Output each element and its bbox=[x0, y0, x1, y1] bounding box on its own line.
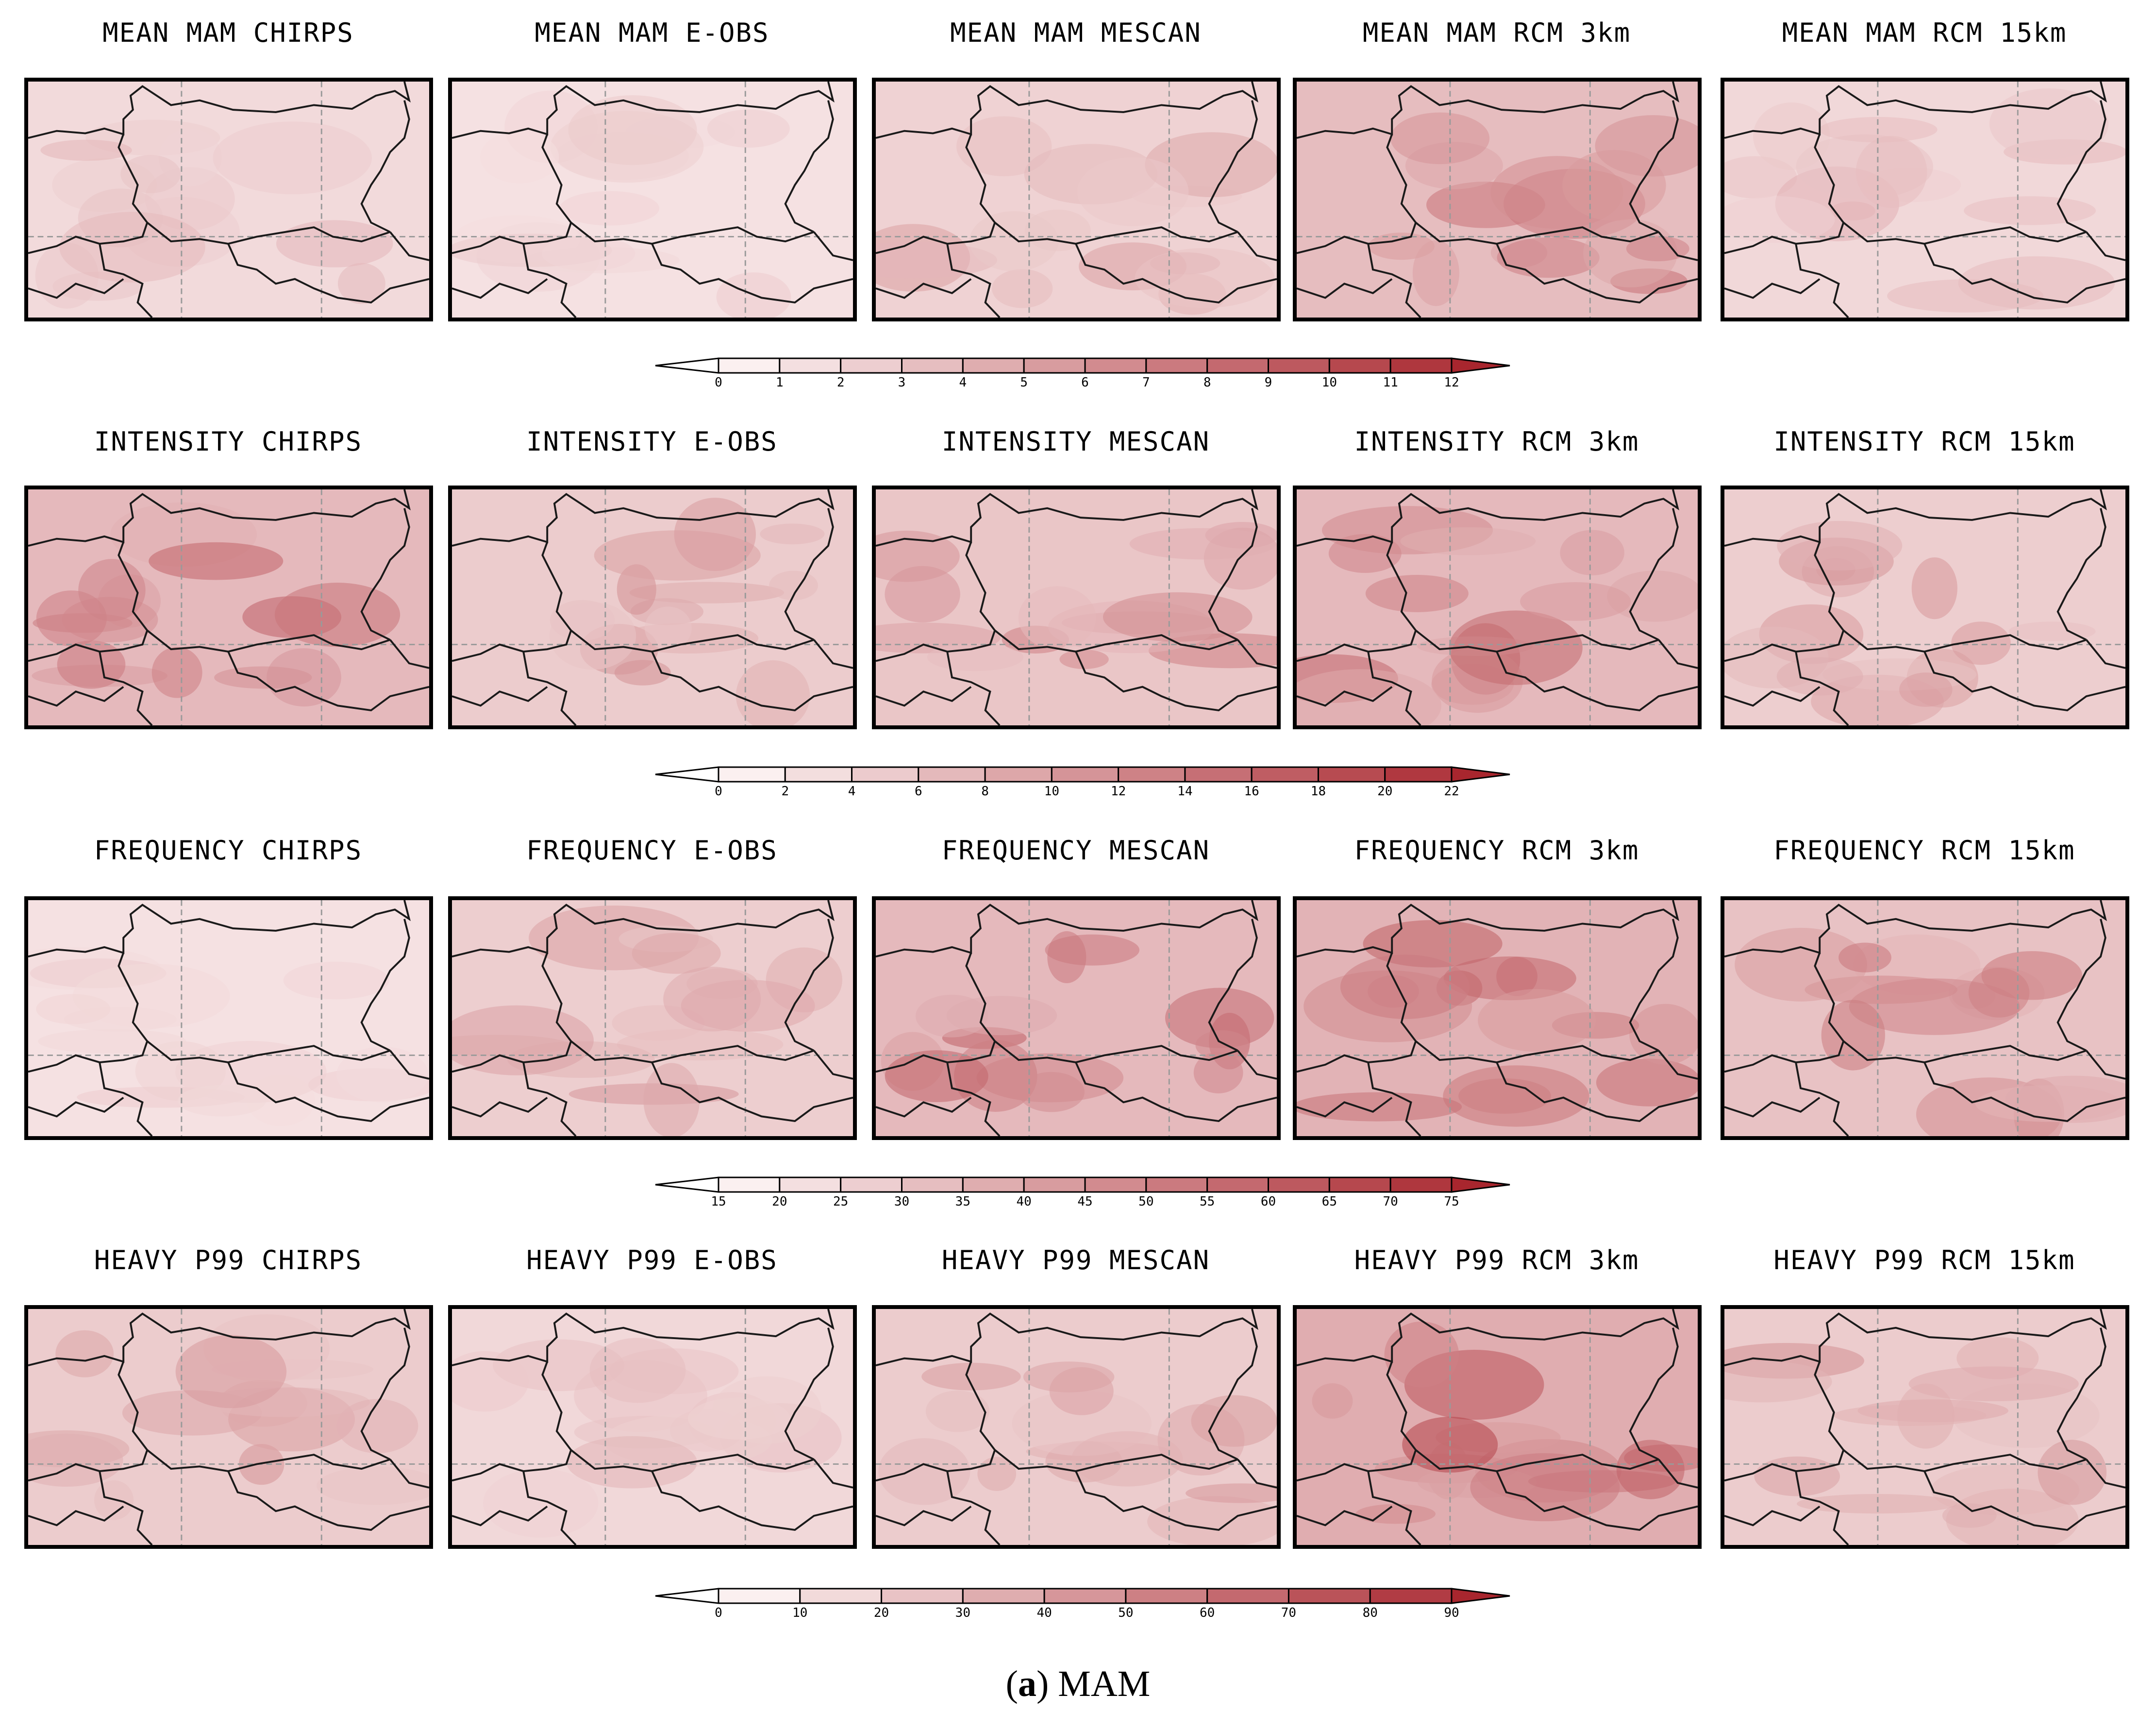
map-panel bbox=[1721, 78, 2129, 321]
colorbar-tick-label: 22 bbox=[1444, 784, 1459, 799]
colorbar-tick-label: 65 bbox=[1322, 1194, 1337, 1209]
colorbar-row-4: 0 10 20 30 40 50 60 70 80 90 bbox=[655, 1588, 1510, 1620]
map-panel bbox=[448, 896, 857, 1140]
panel-title: INTENSITY CHIRPS bbox=[94, 426, 363, 457]
map-panel bbox=[1293, 1305, 1702, 1549]
panel-title: INTENSITY MESCAN bbox=[941, 426, 1210, 457]
map-panel bbox=[1721, 896, 2129, 1140]
colorbar-tick-label: 40 bbox=[1036, 1606, 1052, 1620]
panel-title: MEAN MAM MESCAN bbox=[950, 17, 1202, 48]
panel-title: INTENSITY RCM 3km bbox=[1354, 426, 1639, 457]
colorbar-tick-label: 70 bbox=[1383, 1194, 1398, 1209]
colorbar-row-3: 15 20 25 30 35 40 45 50 55 60 65 70 75 bbox=[655, 1176, 1510, 1209]
colorbar-tick-label: 10 bbox=[1322, 375, 1337, 390]
panel-title: MEAN MAM E-OBS bbox=[535, 17, 769, 48]
panel-title: HEAVY P99 E-OBS bbox=[526, 1245, 778, 1275]
panel-title: FREQUENCY RCM 15km bbox=[1773, 835, 2075, 866]
colorbar-tick-label: 10 bbox=[1044, 784, 1059, 799]
colorbar-tick-label: 20 bbox=[1377, 784, 1392, 799]
colorbar-tick-label: 18 bbox=[1311, 784, 1326, 799]
colorbar-tick-label: 12 bbox=[1111, 784, 1126, 799]
map-panel bbox=[448, 78, 857, 321]
colorbar-tick-label: 55 bbox=[1200, 1194, 1215, 1209]
map-panel bbox=[1293, 78, 1702, 321]
colorbar-tick-label: 12 bbox=[1444, 375, 1459, 390]
colorbar-tick-label: 9 bbox=[1265, 375, 1272, 390]
map-panel bbox=[872, 78, 1281, 321]
figure-caption: (a) MAM bbox=[1005, 1663, 1151, 1704]
colorbar-tick-label: 0 bbox=[715, 784, 722, 799]
colorbar-tick-label: 7 bbox=[1142, 375, 1150, 390]
map-panel bbox=[1721, 1305, 2129, 1549]
colorbar-tick-label: 70 bbox=[1281, 1606, 1296, 1620]
colorbar-tick-label: 40 bbox=[1017, 1194, 1032, 1209]
map-panel bbox=[448, 486, 857, 729]
colorbar-tick-label: 45 bbox=[1077, 1194, 1092, 1209]
colorbar-tick-label: 4 bbox=[959, 375, 967, 390]
map-panel bbox=[872, 1305, 1281, 1549]
colorbar-row-2: 0 2 4 6 8 10 12 14 16 18 20 22 bbox=[655, 766, 1510, 799]
panel-title: HEAVY P99 RCM 15km bbox=[1773, 1245, 2075, 1275]
map-panel bbox=[24, 78, 433, 321]
colorbar-tick-label: 20 bbox=[772, 1194, 787, 1209]
map-panel bbox=[1293, 896, 1702, 1140]
panel-title: MEAN MAM RCM 3km bbox=[1362, 17, 1631, 48]
colorbar-tick-label: 2 bbox=[837, 375, 845, 390]
panel-title: INTENSITY RCM 15km bbox=[1773, 426, 2075, 457]
colorbar-tick-label: 80 bbox=[1363, 1606, 1378, 1620]
map-panel bbox=[24, 896, 433, 1140]
panel-title: MEAN MAM CHIRPS bbox=[102, 17, 354, 48]
colorbar-row-1: 0 1 2 3 4 5 6 7 8 9 10 11 12 bbox=[655, 357, 1510, 390]
colorbar-tick-label: 50 bbox=[1138, 1194, 1153, 1209]
colorbar-tick-label: 6 bbox=[1081, 375, 1089, 390]
panel-title: FREQUENCY MESCAN bbox=[941, 835, 1210, 866]
colorbar-tick-label: 35 bbox=[955, 1194, 970, 1209]
panel-title: FREQUENCY CHIRPS bbox=[94, 835, 363, 866]
caption-text: MAM bbox=[1058, 1663, 1151, 1704]
map-panel bbox=[872, 896, 1281, 1140]
map-panel bbox=[24, 486, 433, 729]
colorbar-tick-label: 8 bbox=[1203, 375, 1211, 390]
map-panel bbox=[1721, 486, 2129, 729]
colorbar-tick-label: 60 bbox=[1261, 1194, 1276, 1209]
colorbar-tick-label: 6 bbox=[915, 784, 922, 799]
map-panel bbox=[24, 1305, 433, 1549]
panel-title: HEAVY P99 RCM 3km bbox=[1354, 1245, 1639, 1275]
colorbar-tick-label: 4 bbox=[848, 784, 856, 799]
colorbar-tick-label: 0 bbox=[715, 1606, 722, 1620]
colorbar-tick-label: 50 bbox=[1118, 1606, 1133, 1620]
panel-title: MEAN MAM RCM 15km bbox=[1782, 17, 2067, 48]
colorbar-tick-label: 75 bbox=[1444, 1194, 1459, 1209]
colorbar-tick-label: 10 bbox=[792, 1606, 807, 1620]
colorbar-tick-label: 0 bbox=[715, 375, 722, 390]
colorbar-tick-label: 8 bbox=[981, 784, 989, 799]
map-panel bbox=[1293, 486, 1702, 729]
colorbar-tick-label: 15 bbox=[711, 1194, 726, 1209]
colorbar-tick-label: 2 bbox=[781, 784, 789, 799]
colorbar-tick-label: 20 bbox=[874, 1606, 889, 1620]
colorbar-tick-label: 90 bbox=[1444, 1606, 1459, 1620]
panel-title: HEAVY P99 MESCAN bbox=[941, 1245, 1210, 1275]
colorbar-tick-label: 60 bbox=[1200, 1606, 1215, 1620]
colorbar-tick-label: 14 bbox=[1177, 784, 1192, 799]
panel-title: INTENSITY E-OBS bbox=[526, 426, 778, 457]
colorbar-tick-label: 11 bbox=[1383, 375, 1398, 390]
colorbar-tick-label: 3 bbox=[898, 375, 906, 390]
colorbar-tick-label: 5 bbox=[1020, 375, 1028, 390]
colorbar-tick-label: 1 bbox=[776, 375, 784, 390]
panel-title: FREQUENCY E-OBS bbox=[526, 835, 778, 866]
map-panel bbox=[872, 486, 1281, 729]
panel-title: FREQUENCY RCM 3km bbox=[1354, 835, 1639, 866]
caption-letter: a bbox=[1018, 1663, 1036, 1704]
panel-title: HEAVY P99 CHIRPS bbox=[94, 1245, 363, 1275]
colorbar-tick-label: 30 bbox=[955, 1606, 970, 1620]
colorbar-tick-label: 25 bbox=[833, 1194, 848, 1209]
colorbar-tick-label: 30 bbox=[894, 1194, 909, 1209]
map-panel bbox=[448, 1305, 857, 1549]
colorbar-tick-label: 16 bbox=[1244, 784, 1259, 799]
